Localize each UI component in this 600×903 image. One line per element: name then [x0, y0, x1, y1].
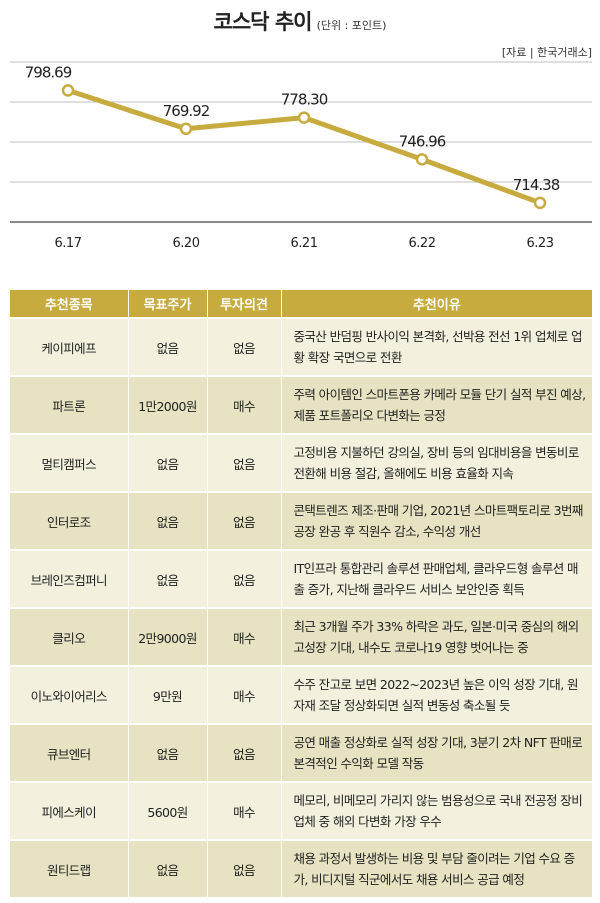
cell-reason: 수주 잔고로 보면 2022~2023년 높은 이익 성장 기대, 원자재 조달…: [280, 666, 592, 724]
header-stock: 추천종목: [10, 290, 128, 318]
cell-opinion: 매수: [206, 608, 281, 666]
chart-value-labels: 798.69 769.92 778.30 746.96 714.38: [25, 63, 561, 194]
data-point: [415, 153, 429, 166]
table-row: 클리오 2만9000원 매수 최근 3개월 주가 33% 하락은 과도, 일본·미국 …: [10, 608, 592, 666]
cell-target-price: 없음: [127, 434, 207, 492]
cell-stock: 피에스케이: [10, 782, 128, 840]
cell-opinion: 없음: [206, 840, 281, 897]
cell-stock: 큐브엔터: [10, 724, 128, 782]
cell-reason: 중국산 반덤핑 반사이익 본격화, 선박용 전선 1위 업체로 업황 확장 국면…: [280, 318, 592, 376]
x-tick-label: 6.17: [55, 236, 82, 251]
cell-opinion: 매수: [206, 782, 281, 840]
x-tick-label: 6.23: [527, 236, 554, 251]
value-label: 798.69: [25, 63, 72, 81]
cell-reason: 고정비용 지불하던 강의실, 장비 등의 임대비용을 변동비로 전환해 비용 절…: [280, 434, 592, 492]
cell-opinion: 없음: [206, 724, 281, 782]
header-opinion: 투자의견: [206, 290, 281, 318]
cell-target-price: 없음: [127, 550, 207, 608]
cell-target-price: 없음: [127, 318, 207, 376]
x-tick-label: 6.20: [173, 236, 200, 251]
cell-stock: 파트론: [10, 376, 128, 434]
table-row: 브레인즈컴퍼니 없음 없음 IT인프라 통합관리 솔루션 판매업체, 클라우드형 솔루…: [10, 550, 592, 608]
value-label: 746.96: [399, 132, 446, 150]
header-target-price: 목표주가: [127, 290, 207, 318]
chart-gridlines: [10, 61, 592, 223]
table-row: 큐브엔터 없음 없음 공연 매출 정상화로 실적 성장 기대, 3분기 2차 NFT …: [10, 724, 592, 782]
cell-opinion: 없음: [206, 492, 281, 550]
source-note: [자료 | 한국거래소]: [501, 46, 592, 59]
value-label: 769.92: [163, 102, 210, 120]
cell-reason: IT인프라 통합관리 솔루션 판매업체, 클라우드형 솔루션 매출 증가, 지난…: [280, 550, 592, 608]
data-point: [61, 84, 75, 97]
cell-stock: 이노와이어리스: [10, 666, 128, 724]
value-label: 778.30: [281, 91, 328, 109]
cell-reason: 주력 아이템인 스마트폰용 카메라 모듈 단기 실적 부진 예상, 제품 포트폴…: [280, 376, 592, 434]
cell-reason: 콘택트렌즈 제조·판매 기업, 2021년 스마트팩토리로 3번째 공장 완공 …: [280, 492, 592, 550]
data-point: [533, 196, 547, 210]
table-row: 이노와이어리스 9만원 매수 수주 잔고로 보면 2022~2023년 높은 이익 성…: [10, 666, 592, 724]
cell-opinion: 매수: [206, 666, 281, 724]
chart-x-ticks: 6.17 6.20 6.21 6.22 6.23: [55, 236, 555, 251]
x-tick-label: 6.21: [291, 236, 318, 251]
data-point: [297, 111, 311, 124]
cell-stock: 케이피에프: [10, 318, 128, 376]
cell-target-price: 없음: [127, 492, 207, 550]
cell-stock: 멀티캠퍼스: [10, 434, 128, 492]
cell-target-price: 없음: [127, 840, 207, 897]
chart-title: 코스닥 추이: [213, 10, 313, 34]
chart-title-row: 코스닥 추이 (단위 : 포인트): [0, 6, 600, 36]
table-row: 멀티캠퍼스 없음 없음 고정비용 지불하던 강의실, 장비 등의 임대비용을 변동비로…: [10, 434, 592, 492]
value-label: 714.38: [513, 176, 560, 194]
chart-unit: (단위 : 포인트): [316, 19, 387, 32]
x-tick-label: 6.22: [409, 236, 436, 251]
cell-opinion: 없음: [206, 318, 281, 376]
table-row: 파트론 1만2000원 매수 주력 아이템인 스마트폰용 카메라 모듈 단기 실적 부…: [10, 376, 592, 434]
cell-target-price: 5600원: [127, 782, 207, 840]
cell-reason: 채용 과정서 발생하는 비용 및 부담 줄이려는 기업 수요 증가, 비디지털 …: [280, 840, 592, 897]
table-header-row: 추천종목 목표주가 투자의견 추천이유: [10, 290, 592, 318]
cell-reason: 공연 매출 정상화로 실적 성장 기대, 3분기 2차 NFT 판매로 본격적인…: [280, 724, 592, 782]
chart-series: [61, 84, 547, 210]
cell-reason: 메모리, 비메모리 가리지 않는 범용성으로 국내 전공정 장비 업체 중 해외…: [280, 782, 592, 840]
table-row: 피에스케이 5600원 매수 메모리, 비메모리 가리지 않는 범용성으로 국내 전공…: [10, 782, 592, 840]
cell-stock: 클리오: [10, 608, 128, 666]
cell-stock: 브레인즈컴퍼니: [10, 550, 128, 608]
cell-reason: 최근 3개월 주가 33% 하락은 과도, 일본·미국 중심의 해외 고성장 기…: [280, 608, 592, 666]
table-row: 케이피에프 없음 없음 중국산 반덤핑 반사이익 본격화, 선박용 전선 1위 업체로…: [10, 318, 592, 376]
table-row: 인터로조 없음 없음 콘택트렌즈 제조·판매 기업, 2021년 스마트팩토리로 3번…: [10, 492, 592, 550]
recommendation-table: 추천종목 목표주가 투자의견 추천이유 케이피에프 없음 없음 중국산 반덤핑 반사이…: [10, 290, 592, 897]
cell-target-price: 9만원: [127, 666, 207, 724]
data-point: [179, 122, 193, 136]
header-reason: 추천이유: [280, 290, 592, 318]
cell-target-price: 1만2000원: [127, 376, 207, 434]
cell-opinion: 없음: [206, 434, 281, 492]
cell-stock: 원티드랩: [10, 840, 128, 897]
cell-opinion: 없음: [206, 550, 281, 608]
cell-stock: 인터로조: [10, 492, 128, 550]
cell-target-price: 2만9000원: [127, 608, 207, 666]
cell-target-price: 없음: [127, 724, 207, 782]
table-row: 원티드랩 없음 없음 채용 과정서 발생하는 비용 및 부담 줄이려는 기업 수요 증…: [10, 840, 592, 897]
cell-opinion: 매수: [206, 376, 281, 434]
